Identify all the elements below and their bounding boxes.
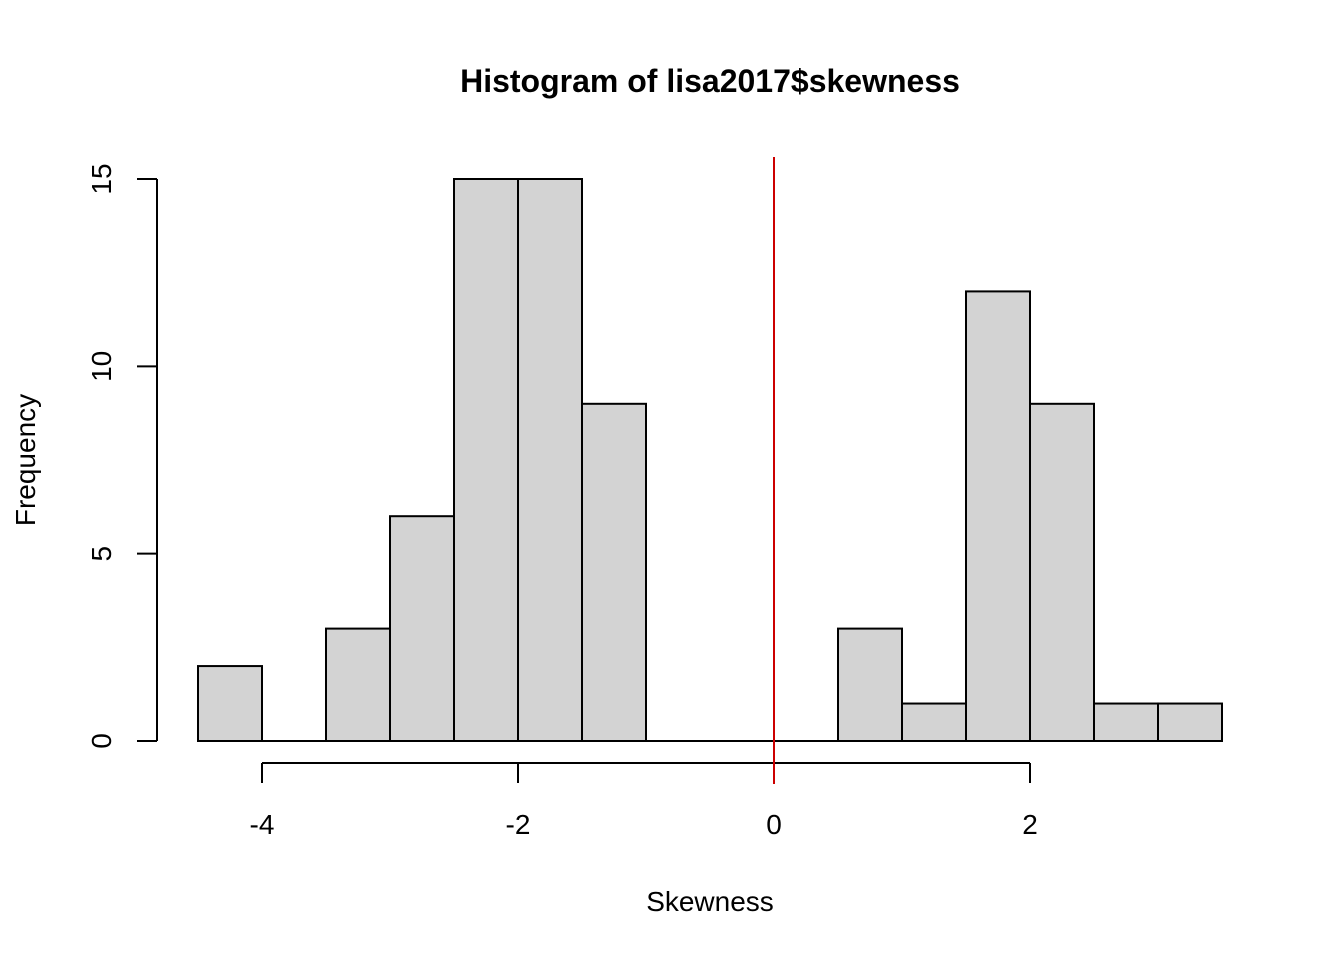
histogram-bar: [1093, 702, 1159, 742]
histogram-bar: [1157, 702, 1223, 742]
x-tick-label: 0: [766, 809, 782, 840]
y-tick-label: 5: [86, 546, 117, 562]
y-axis: 0 5 10 15: [86, 163, 158, 749]
histogram-bar: [965, 290, 1031, 742]
y-axis-label: Frequency: [10, 394, 41, 526]
x-axis: -4 -2 0 2: [250, 762, 1038, 840]
x-tick-label: -4: [250, 809, 275, 840]
histogram-bar: [1029, 402, 1095, 742]
x-tick-label: 2: [1022, 809, 1038, 840]
y-tick-label: 0: [86, 733, 117, 749]
histogram-bar: [453, 178, 519, 742]
histogram-bar: [325, 627, 391, 742]
y-tick-label: 10: [86, 351, 117, 382]
histogram-bar: [837, 627, 903, 742]
histogram-bar: [197, 665, 263, 742]
x-tick-label: -2: [506, 809, 531, 840]
histogram-bar: [581, 402, 647, 742]
histogram-bar: [389, 515, 455, 743]
y-tick-label: 15: [86, 163, 117, 194]
histogram-bar: [517, 178, 583, 742]
histogram-bar: [901, 702, 967, 742]
chart-title: Histogram of lisa2017$skewness: [460, 63, 960, 99]
x-axis-label: Skewness: [646, 886, 774, 917]
histogram-bars: [197, 178, 1223, 743]
